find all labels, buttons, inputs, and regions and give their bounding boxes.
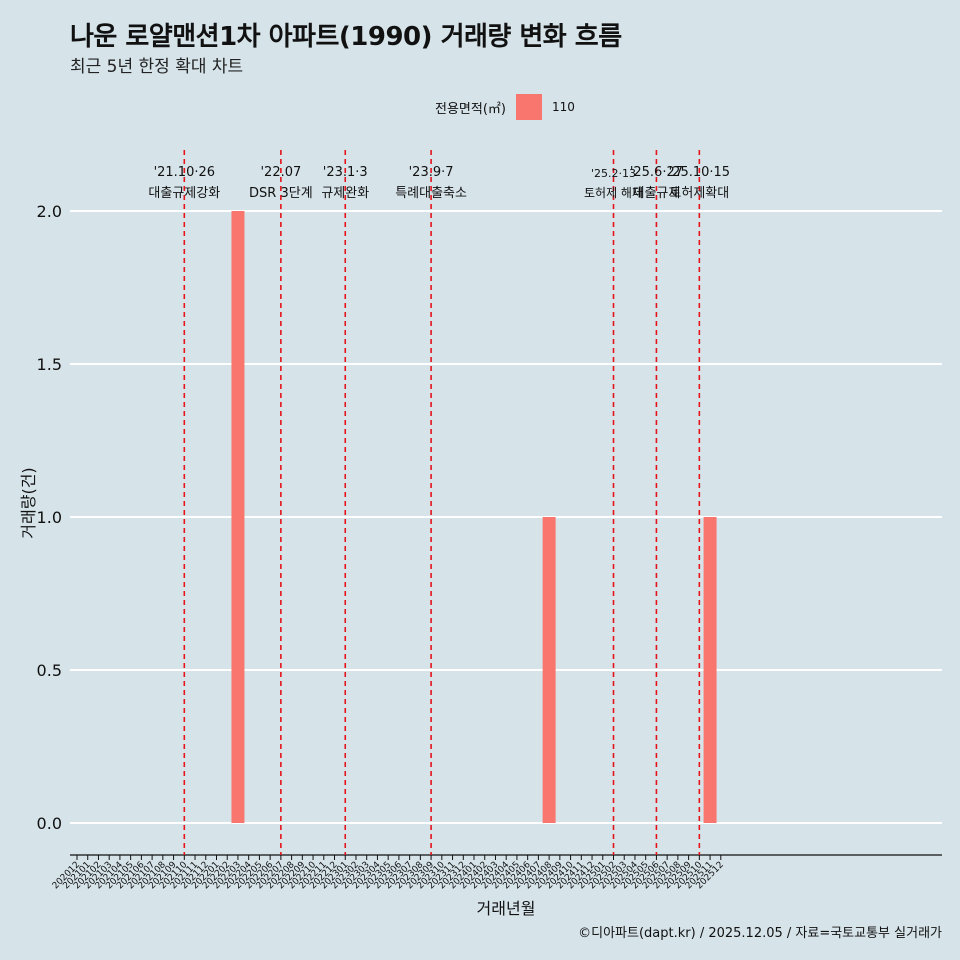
y-tick-label: 2.0 — [37, 202, 62, 221]
y-tick-label: 0.5 — [37, 661, 62, 680]
event-description-label: 규제완화 — [321, 186, 369, 201]
event-description-label: DSR 3단계 — [249, 186, 313, 201]
y-tick-label: 0.0 — [37, 814, 62, 833]
event-date-label: '25.6·27 — [630, 165, 683, 180]
y-tick-label: 1.5 — [37, 355, 62, 374]
chart-subtitle: 최근 5년 한정 확대 차트 — [70, 57, 244, 77]
legend-item-label: 110 — [551, 100, 575, 114]
legend-title: 전용면적(㎡) — [435, 101, 506, 117]
legend: 전용면적(㎡) 110 — [435, 94, 575, 120]
chart-title: 나운 로얄맨션1차 아파트(1990) 거래량 변화 흐름 — [70, 22, 622, 52]
bar — [542, 517, 556, 823]
legend-swatch — [515, 94, 542, 120]
event-date-label: '23.1·3 — [323, 165, 368, 180]
event-date-label: '23.9·7 — [409, 165, 454, 180]
event-description-label: 토허제확대 — [669, 186, 729, 201]
y-axis-title: 거래량(건) — [19, 467, 38, 538]
event-description-label: 토허제 해제 — [584, 186, 643, 200]
event-description-label: 대출규제강화 — [148, 186, 220, 201]
event-date-label: '21.10·26 — [154, 165, 215, 180]
event-description-label: 대출규제 — [632, 186, 680, 201]
y-tick-label: 1.0 — [37, 508, 62, 527]
event-description-label: 특례대출축소 — [395, 186, 467, 201]
bar — [231, 211, 245, 823]
bar — [703, 517, 717, 823]
x-axis-title: 거래년월 — [477, 899, 536, 918]
event-date-label: '25.2·13 — [591, 167, 636, 180]
event-date-label: '25.10·15 — [669, 165, 730, 180]
event-date-label: '22.07 — [260, 165, 301, 180]
source-caption: ©디아파트(dapt.kr) / 2025.12.05 / 자료=국토교통부 실… — [578, 926, 942, 941]
